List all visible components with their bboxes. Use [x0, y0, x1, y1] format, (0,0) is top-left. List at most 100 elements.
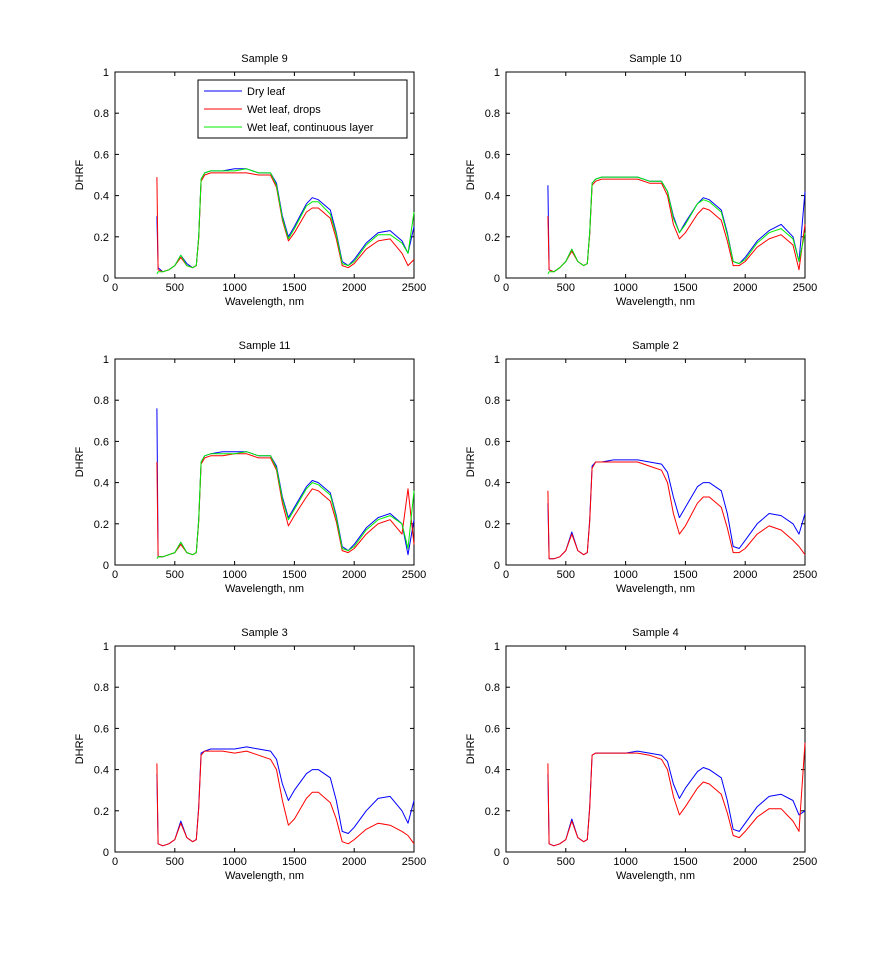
- chart-title: Sample 4: [632, 627, 678, 639]
- y-tick-label: 0.2: [94, 519, 109, 531]
- subplot-2: 0 500 1000 1500 2000 2500 0 0.2 0.4 0.6 0.8 1 Sample…: [465, 53, 817, 308]
- x-axis-label: Wavelength, nm: [616, 583, 695, 595]
- x-tick-label: 0: [503, 569, 509, 581]
- x-tick-label: 1500: [282, 856, 306, 868]
- x-tick-label: 2500: [402, 282, 426, 294]
- y-tick-label: 0.8: [94, 108, 109, 120]
- y-tick-label: 0.6: [94, 723, 109, 735]
- y-tick-label: 0.6: [94, 149, 109, 161]
- y-tick-label: 1: [103, 67, 109, 79]
- y-tick-label: 0.6: [485, 149, 500, 161]
- y-tick-label: 1: [494, 354, 500, 366]
- chart-title: Sample 9: [241, 53, 287, 65]
- subplot-6: 0 500 1000 1500 2000 2500 0 0.2 0.4 0.6 0.8 1 Sample…: [465, 627, 817, 882]
- x-tick-label: 1500: [673, 282, 697, 294]
- plot-area: [114, 645, 415, 853]
- y-tick-label: 0.4: [485, 191, 500, 203]
- x-axis-label: Wavelength, nm: [225, 583, 304, 595]
- y-axis-label: DHRF: [465, 446, 477, 477]
- legend-entry: Wet leaf, continuous layer: [247, 122, 374, 134]
- x-tick-label: 0: [503, 856, 509, 868]
- y-tick-label: 0.8: [94, 395, 109, 407]
- subplot-1: 0 500 1000 1500 2000 2500 0 0.2 0.4 0.6 0.8 1 Sample…: [74, 53, 426, 308]
- x-tick-label: 2500: [793, 856, 817, 868]
- x-tick-label: 1500: [673, 856, 697, 868]
- plot-area: [505, 645, 806, 853]
- x-axis-label: Wavelength, nm: [616, 296, 695, 308]
- series-line-wet-leaf-continuous-layer: [156, 168, 415, 275]
- series-line-wet-leaf-drops: [547, 461, 806, 560]
- y-tick-label: 0: [103, 560, 109, 572]
- x-tick-label: 1000: [613, 569, 637, 581]
- y-tick-label: 0.4: [485, 478, 500, 490]
- plot-area: [505, 71, 806, 279]
- y-tick-label: 0.8: [94, 682, 109, 694]
- series-line-wet-leaf-continuous-layer: [156, 451, 415, 560]
- chart-title: Sample 10: [629, 53, 682, 65]
- y-tick-label: 0.8: [485, 682, 500, 694]
- y-axis-label: DHRF: [465, 159, 477, 190]
- y-tick-label: 0: [103, 847, 109, 859]
- y-axis-label: DHRF: [74, 446, 86, 477]
- y-tick-label: 0.2: [485, 519, 500, 531]
- x-tick-label: 1000: [222, 282, 246, 294]
- y-tick-label: 1: [103, 641, 109, 653]
- x-tick-label: 1500: [282, 569, 306, 581]
- subplot-3: 0 500 1000 1500 2000 2500 0 0.2 0.4 0.6 0.8 1 Sample…: [74, 340, 426, 595]
- y-tick-label: 1: [103, 354, 109, 366]
- y-tick-label: 1: [494, 641, 500, 653]
- series-line-wet-leaf-continuous-layer: [547, 176, 806, 275]
- y-tick-label: 0.4: [485, 765, 500, 777]
- y-tick-label: 0.6: [94, 436, 109, 448]
- legend-entry: Wet leaf, drops: [247, 104, 321, 116]
- x-tick-label: 500: [557, 569, 575, 581]
- x-tick-label: 2500: [402, 856, 426, 868]
- y-tick-label: 0: [494, 273, 500, 285]
- x-tick-label: 2000: [733, 282, 757, 294]
- y-axis-label: DHRF: [74, 159, 86, 190]
- x-tick-label: 0: [112, 856, 118, 868]
- y-tick-label: 0.2: [94, 232, 109, 244]
- x-tick-label: 1000: [613, 282, 637, 294]
- x-tick-label: 0: [112, 569, 118, 581]
- x-tick-label: 0: [112, 282, 118, 294]
- y-axis-label: DHRF: [465, 733, 477, 764]
- y-axis-label: DHRF: [74, 733, 86, 764]
- y-tick-label: 0: [494, 847, 500, 859]
- x-axis-label: Wavelength, nm: [225, 870, 304, 882]
- y-tick-label: 0.4: [94, 191, 109, 203]
- x-tick-label: 500: [166, 282, 184, 294]
- y-tick-label: 0: [494, 560, 500, 572]
- y-tick-label: 0.8: [485, 108, 500, 120]
- subplot-4: 0 500 1000 1500 2000 2500 0 0.2 0.4 0.6 0.8 1 Sample…: [465, 340, 817, 595]
- subplot-5: 0 500 1000 1500 2000 2500 0 0.2 0.4 0.6 0.8 1 Sample…: [74, 627, 426, 882]
- x-tick-label: 1500: [673, 569, 697, 581]
- x-axis-label: Wavelength, nm: [225, 296, 304, 308]
- y-tick-label: 0.8: [485, 395, 500, 407]
- y-tick-label: 0.2: [485, 806, 500, 818]
- legend-entry: Dry leaf: [247, 86, 286, 98]
- x-tick-label: 1000: [222, 569, 246, 581]
- chart-title: Sample 2: [632, 340, 678, 352]
- y-tick-label: 0: [103, 273, 109, 285]
- y-tick-label: 0.6: [485, 723, 500, 735]
- y-tick-label: 1: [494, 67, 500, 79]
- x-axis-label: Wavelength, nm: [616, 870, 695, 882]
- x-tick-label: 1500: [282, 282, 306, 294]
- x-tick-label: 500: [166, 856, 184, 868]
- x-tick-label: 500: [557, 282, 575, 294]
- plot-area: [505, 358, 806, 566]
- x-tick-label: 2000: [342, 569, 366, 581]
- y-tick-label: 0.4: [94, 765, 109, 777]
- x-tick-label: 2000: [733, 569, 757, 581]
- x-tick-label: 1000: [222, 856, 246, 868]
- x-tick-label: 2000: [342, 856, 366, 868]
- x-tick-label: 0: [503, 282, 509, 294]
- plot-area: [114, 358, 415, 566]
- y-tick-label: 0.2: [485, 232, 500, 244]
- x-tick-label: 2000: [342, 282, 366, 294]
- y-tick-label: 0.4: [94, 478, 109, 490]
- x-tick-label: 2500: [793, 569, 817, 581]
- x-tick-label: 500: [557, 856, 575, 868]
